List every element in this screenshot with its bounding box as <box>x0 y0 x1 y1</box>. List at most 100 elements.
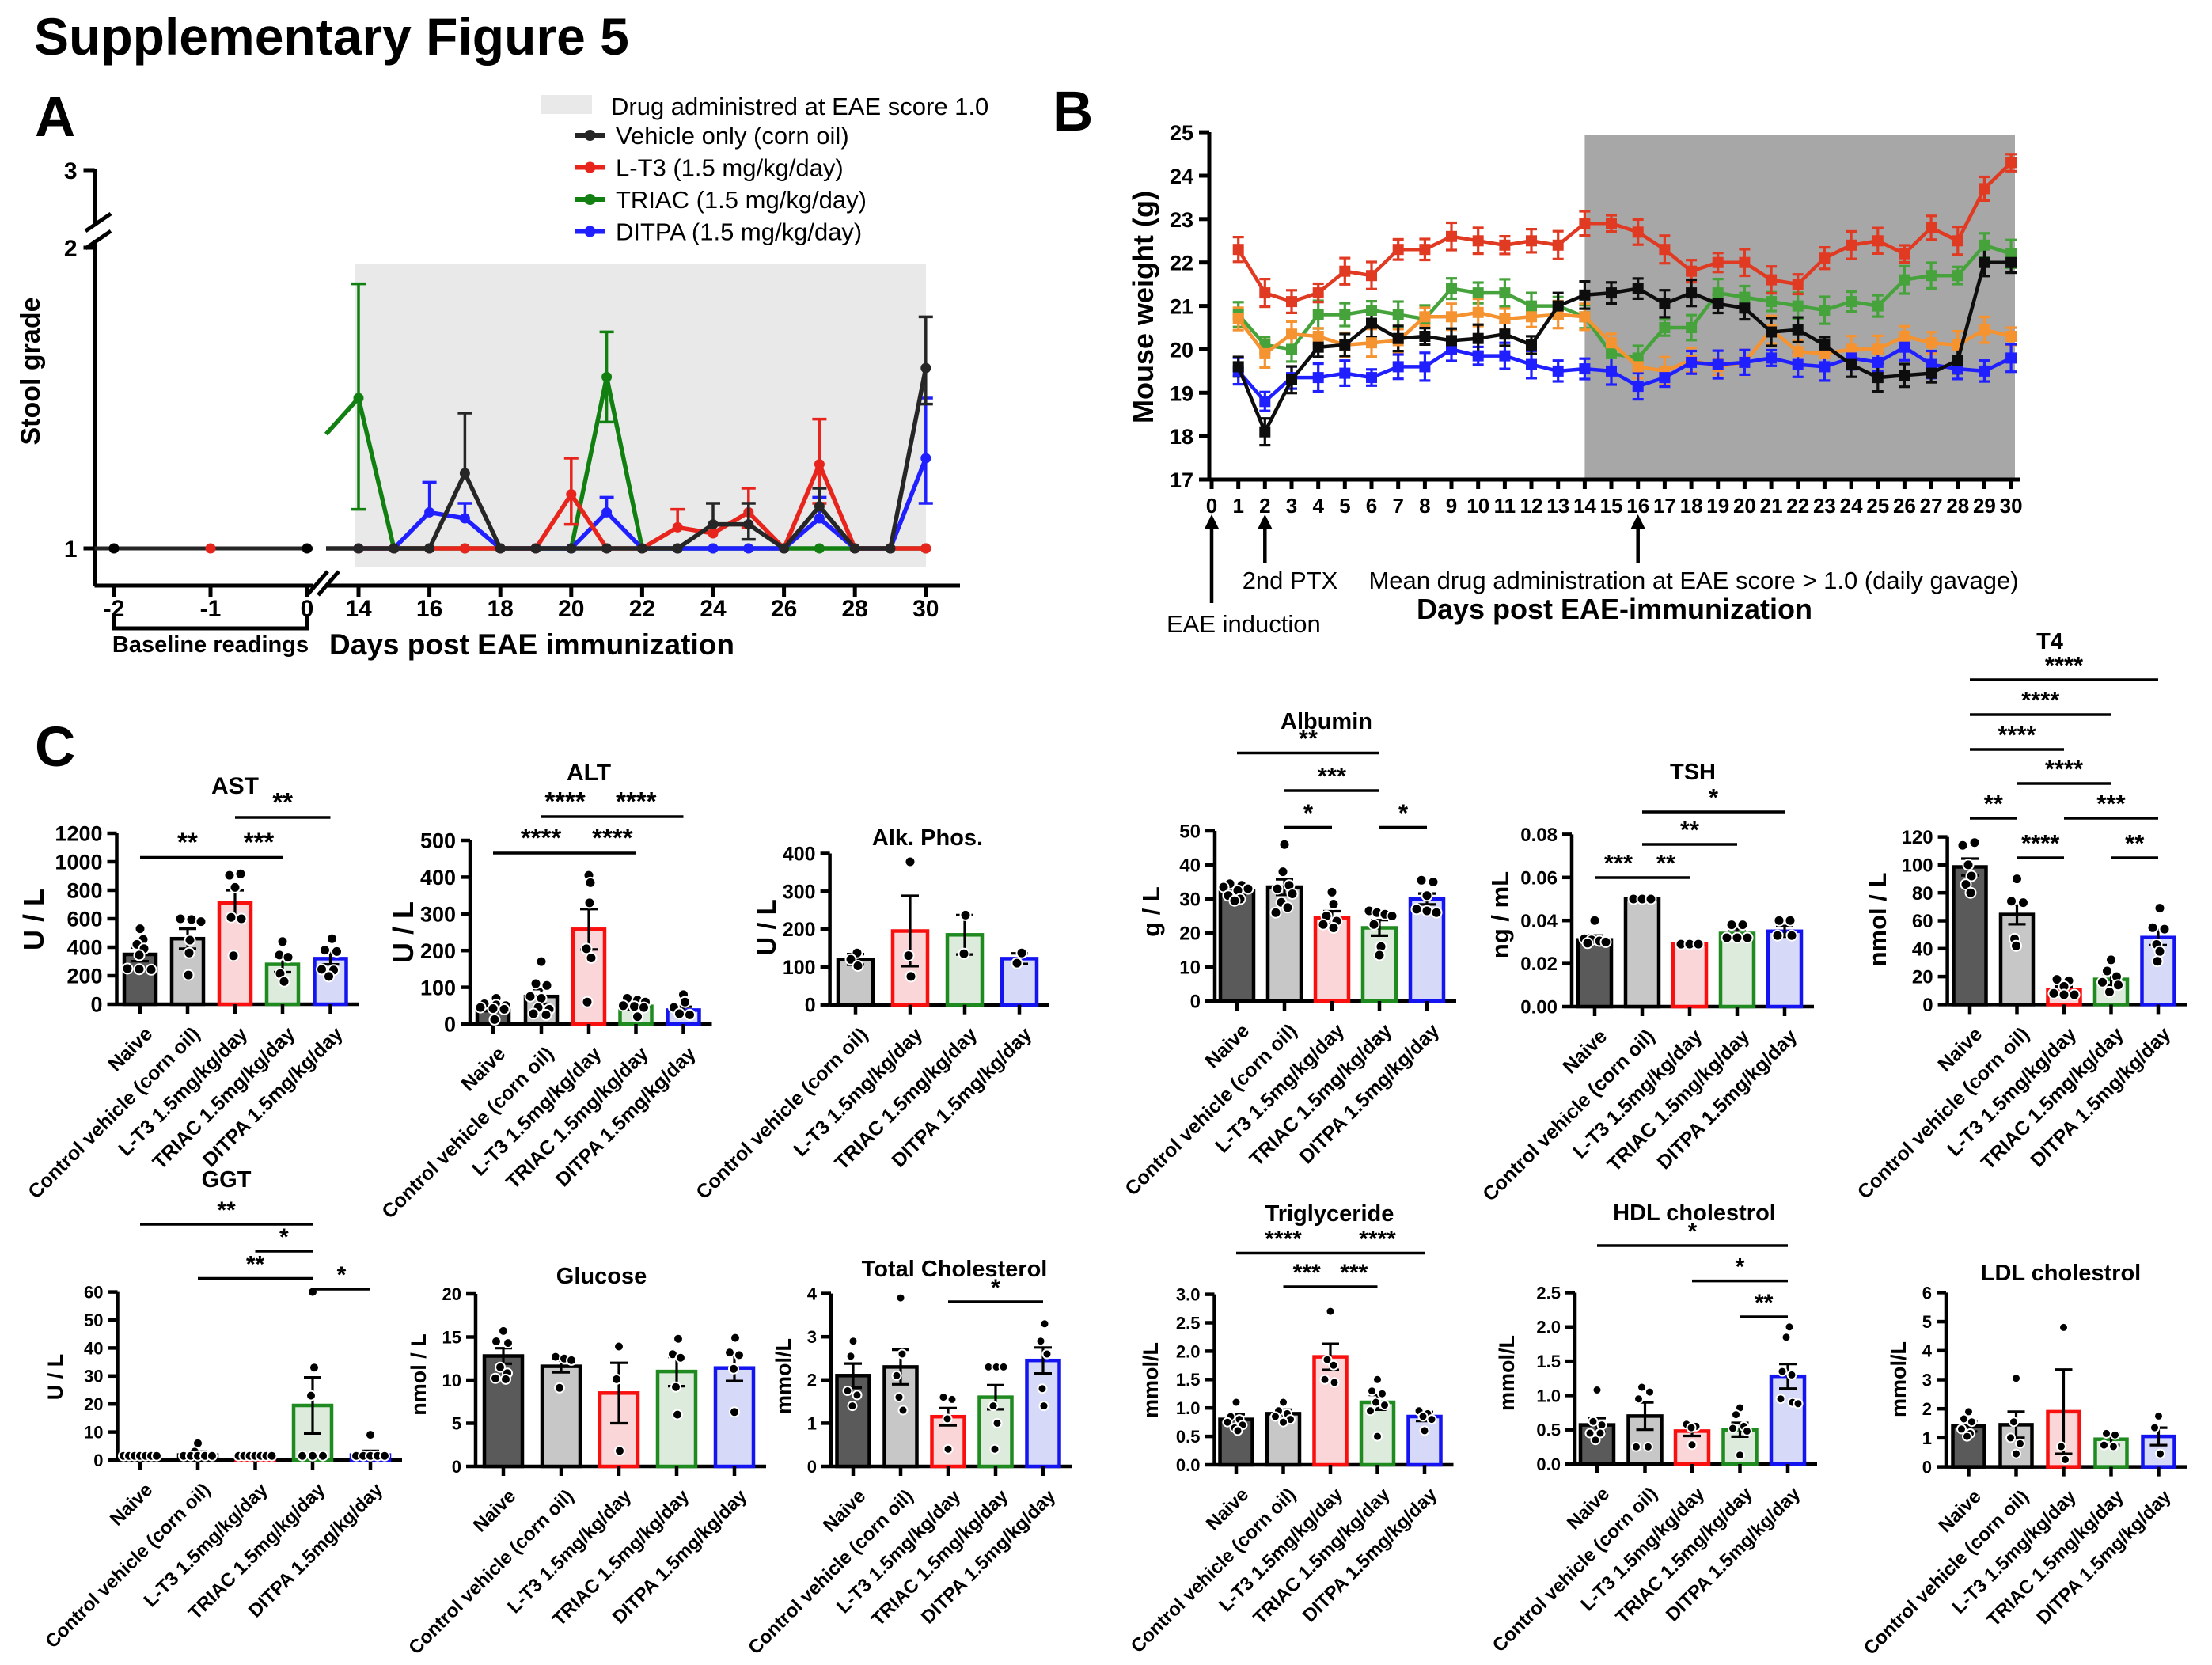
svg-text:18: 18 <box>1680 494 1703 518</box>
svg-text:26: 26 <box>1893 494 1916 518</box>
svg-text:0: 0 <box>1922 995 1933 1016</box>
svg-text:28: 28 <box>842 596 868 622</box>
svg-text:400: 400 <box>420 866 456 889</box>
svg-text:16: 16 <box>1626 494 1649 518</box>
svg-text:Days post EAE-immunization: Days post EAE-immunization <box>1417 593 1812 625</box>
svg-text:18: 18 <box>1170 425 1193 449</box>
svg-text:Alk. Phos.: Alk. Phos. <box>872 825 983 851</box>
svg-text:50: 50 <box>84 1310 103 1330</box>
svg-text:L-T3 (1.5 mg/kg/day): L-T3 (1.5 mg/kg/day) <box>616 154 844 182</box>
svg-text:*: * <box>1709 783 1719 811</box>
svg-text:25: 25 <box>1866 494 1889 518</box>
svg-text:****: **** <box>1998 721 2036 749</box>
svg-text:3: 3 <box>1922 1370 1932 1390</box>
svg-text:2nd PTX: 2nd PTX <box>1243 567 1338 594</box>
svg-text:18: 18 <box>488 596 514 622</box>
svg-text:0: 0 <box>1206 494 1217 518</box>
svg-text:10: 10 <box>442 1371 461 1390</box>
svg-text:20: 20 <box>1733 494 1756 518</box>
svg-text:TRIAC (1.5 mg/kg/day): TRIAC (1.5 mg/kg/day) <box>616 186 867 214</box>
svg-text:ng / mL: ng / mL <box>1486 871 1514 958</box>
svg-text:1: 1 <box>1922 1428 1932 1448</box>
svg-text:0: 0 <box>807 1457 817 1477</box>
svg-text:U / L: U / L <box>752 899 781 956</box>
svg-text:25: 25 <box>1170 121 1193 145</box>
svg-text:**: ** <box>272 787 293 817</box>
svg-text:***: *** <box>1318 762 1347 790</box>
svg-text:****: **** <box>2021 829 2060 857</box>
svg-text:**: ** <box>246 1252 265 1278</box>
svg-text:1: 1 <box>64 537 78 563</box>
svg-text:**: ** <box>1984 790 2004 817</box>
svg-text:10: 10 <box>1179 958 1201 979</box>
svg-text:DITPA (1.5 mg/kg/day): DITPA (1.5 mg/kg/day) <box>616 218 862 246</box>
svg-text:200: 200 <box>66 965 102 988</box>
svg-text:21: 21 <box>1760 494 1783 518</box>
svg-text:50: 50 <box>1179 821 1201 843</box>
svg-text:Albumin: Albumin <box>1281 709 1372 734</box>
svg-text:mmol/L: mmol/L <box>1887 1341 1910 1417</box>
svg-text:200: 200 <box>783 919 816 941</box>
svg-text:*: * <box>1303 799 1314 827</box>
svg-text:2.0: 2.0 <box>1176 1341 1201 1361</box>
svg-text:200: 200 <box>420 939 456 963</box>
svg-text:16: 16 <box>416 596 442 622</box>
svg-text:0.0: 0.0 <box>1176 1455 1201 1475</box>
svg-text:21: 21 <box>1170 295 1193 319</box>
svg-text:2.0: 2.0 <box>1536 1318 1561 1337</box>
svg-text:1200: 1200 <box>55 822 102 846</box>
svg-text:T4: T4 <box>2036 629 2063 654</box>
svg-text:12: 12 <box>1520 494 1543 518</box>
svg-text:***: *** <box>1604 849 1633 877</box>
svg-text:****: **** <box>2045 755 2084 783</box>
svg-text:g / L: g / L <box>1137 886 1165 937</box>
svg-text:24: 24 <box>1170 165 1193 188</box>
svg-text:Vehicle only (corn oil): Vehicle only (corn oil) <box>616 122 849 150</box>
svg-text:****: **** <box>521 823 562 852</box>
svg-text:0: 0 <box>805 995 816 1017</box>
svg-text:*: * <box>991 1275 1000 1301</box>
svg-text:***: *** <box>2096 790 2126 817</box>
svg-text:Total Cholesterol: Total Cholesterol <box>862 1257 1048 1282</box>
svg-text:300: 300 <box>420 903 456 927</box>
svg-text:1: 1 <box>807 1413 817 1433</box>
svg-text:29: 29 <box>1973 494 1996 518</box>
svg-text:1.5: 1.5 <box>1176 1370 1201 1390</box>
svg-text:500: 500 <box>420 829 456 853</box>
svg-text:19: 19 <box>1706 494 1729 518</box>
svg-text:****: **** <box>616 787 657 816</box>
svg-text:4: 4 <box>1922 1341 1933 1361</box>
svg-text:0.00: 0.00 <box>1520 997 1558 1018</box>
svg-text:mmol/L: mmol/L <box>1139 1342 1163 1418</box>
svg-text:nmol / L: nmol / L <box>407 1333 431 1416</box>
svg-text:0.5: 0.5 <box>1536 1420 1561 1440</box>
svg-text:100: 100 <box>1902 855 1933 877</box>
svg-text:4: 4 <box>1312 494 1324 518</box>
svg-text:30: 30 <box>1179 889 1201 911</box>
svg-text:0.0: 0.0 <box>1536 1455 1561 1474</box>
svg-text:HDL cholestrol: HDL cholestrol <box>1613 1200 1776 1226</box>
svg-text:24: 24 <box>1840 494 1863 518</box>
svg-text:0: 0 <box>301 596 314 622</box>
svg-text:400: 400 <box>783 844 816 866</box>
svg-text:1.0: 1.0 <box>1536 1386 1561 1405</box>
svg-text:0: 0 <box>1922 1458 1932 1477</box>
svg-text:300: 300 <box>783 881 816 903</box>
svg-text:Baseline readings: Baseline readings <box>112 632 309 658</box>
svg-text:11: 11 <box>1494 494 1516 518</box>
svg-text:3: 3 <box>64 158 78 184</box>
svg-text:-1: -1 <box>200 596 222 622</box>
svg-text:30: 30 <box>2000 494 2023 518</box>
svg-text:3.0: 3.0 <box>1176 1285 1201 1305</box>
svg-text:Drug administred at EAE score: Drug administred at EAE score 1.0 <box>611 93 988 120</box>
svg-text:A: A <box>35 86 75 149</box>
svg-text:**: ** <box>1299 725 1318 753</box>
svg-text:**: ** <box>1755 1290 1774 1316</box>
svg-text:4: 4 <box>807 1284 818 1304</box>
svg-text:mmol/L: mmol/L <box>1495 1335 1519 1411</box>
svg-text:0: 0 <box>444 1013 456 1037</box>
svg-text:Glucose: Glucose <box>556 1264 647 1289</box>
svg-text:5: 5 <box>452 1413 461 1433</box>
svg-text:40: 40 <box>84 1338 103 1358</box>
svg-text:5: 5 <box>1922 1312 1932 1332</box>
